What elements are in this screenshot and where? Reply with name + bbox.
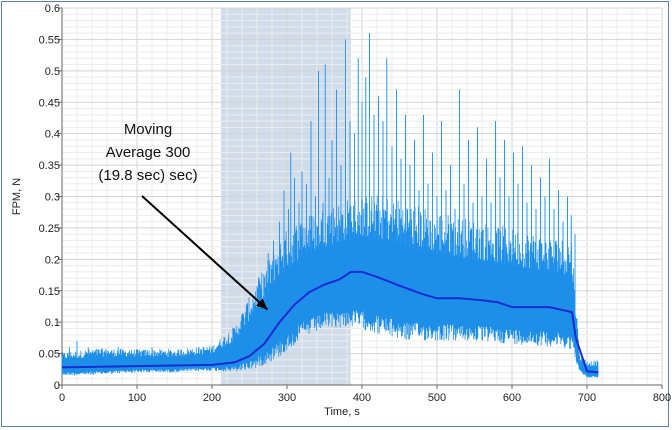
y-tick-label: 0.5 xyxy=(45,66,60,78)
y-tick-label: 0.55 xyxy=(39,34,60,46)
y-tick-label: 0.1 xyxy=(45,317,60,329)
x-tick-label: 300 xyxy=(278,392,296,404)
x-tick-label: 800 xyxy=(653,392,671,404)
annotation-line-2: Average 300 xyxy=(106,144,191,161)
moving-average-layer xyxy=(61,270,599,374)
x-tick-label: 100 xyxy=(128,392,146,404)
annotation: Moving Average 300 (19.8 sec) sec) xyxy=(98,121,269,311)
x-tick-label: 500 xyxy=(428,392,446,404)
raw-signal-noise xyxy=(61,195,599,378)
y-tick-label: 0.3 xyxy=(45,192,60,204)
x-tick-label: 200 xyxy=(203,392,221,404)
y-tick-label: 0.05 xyxy=(39,349,60,361)
annotation-arrow-shaft xyxy=(141,195,269,311)
x-axis-title: Time, s xyxy=(324,406,360,418)
x-tick-label: 400 xyxy=(353,392,371,404)
x-tick-label: 0 xyxy=(59,392,65,404)
y-axis-title: FPM, N xyxy=(11,178,23,215)
annotation-line-1: Moving xyxy=(124,121,172,138)
annotation-line-3: (19.8 sec) sec) xyxy=(98,167,197,184)
y-tick-label: 0.45 xyxy=(39,97,60,109)
raw-signal-layer xyxy=(61,33,599,378)
tick-label-layer: 0 100 200 300 400 500 600 700 800 0 0.05 0.1 0.15 0.2… xyxy=(39,3,672,404)
y-tick-label: 0.25 xyxy=(39,223,60,235)
y-tick-label: 0.6 xyxy=(45,3,60,15)
y-tick-label: 0 xyxy=(54,380,60,392)
x-tick-label: 700 xyxy=(578,392,596,404)
x-tick-label: 600 xyxy=(503,392,521,404)
y-tick-label: 0.2 xyxy=(45,254,60,266)
moving-average-line xyxy=(61,270,599,374)
annotation-arrow-head xyxy=(255,298,268,310)
y-tick-label: 0.15 xyxy=(39,286,60,298)
y-tick-label: 0.4 xyxy=(45,129,60,141)
y-tick-label: 0.35 xyxy=(39,160,60,172)
